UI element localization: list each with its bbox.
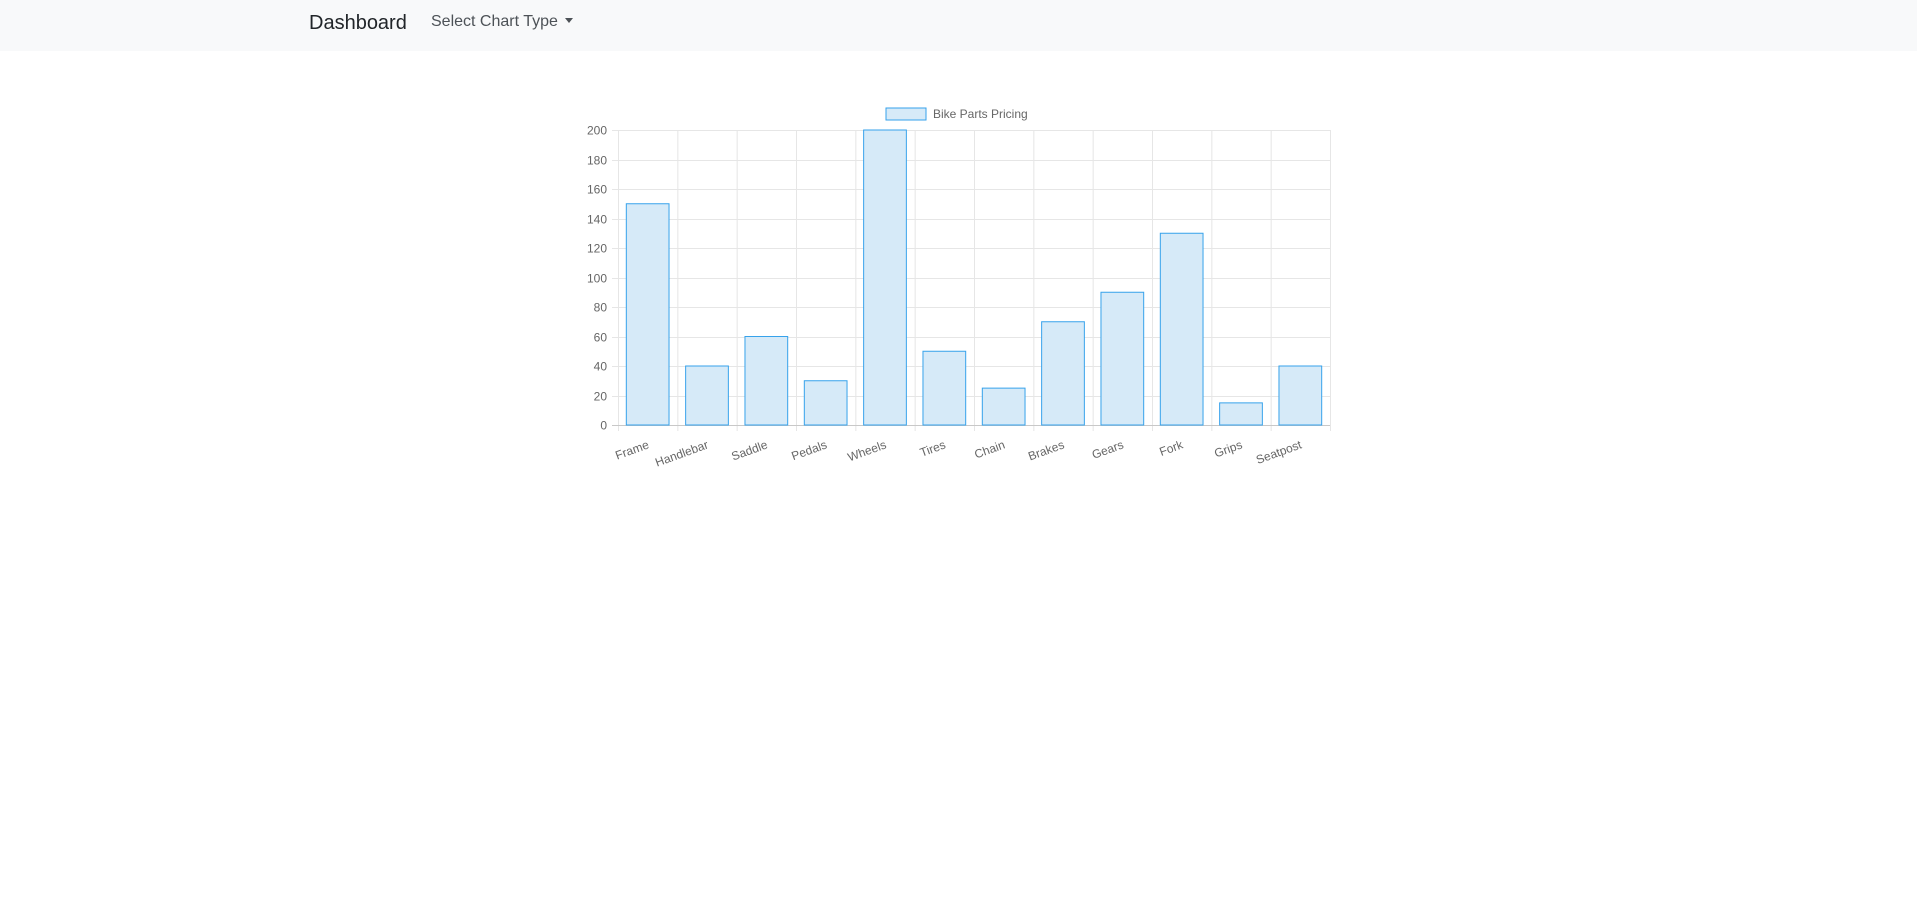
y-tick-label: 140 <box>587 213 607 227</box>
x-tick-label: Seatpost <box>1254 437 1304 467</box>
chart-legend[interactable]: Bike Parts Pricing <box>885 107 1028 121</box>
navbar: Dashboard Select Chart Type <box>0 0 1917 51</box>
brand-dashboard-link[interactable]: Dashboard <box>309 12 407 34</box>
caret-down-icon <box>564 18 573 23</box>
y-tick-label: 20 <box>594 390 608 404</box>
y-tick-label: 120 <box>587 242 607 256</box>
select-chart-type-dropdown[interactable]: Select Chart Type <box>431 11 573 33</box>
bar-seatpost[interactable] <box>1278 365 1323 426</box>
y-tick-label: 40 <box>594 360 608 374</box>
x-tick-label: Wheels <box>846 438 888 465</box>
bar-saddle[interactable] <box>744 336 789 426</box>
y-tick-label: 80 <box>594 301 608 315</box>
y-tick-label: 180 <box>587 154 607 168</box>
x-tick-label: Grips <box>1212 438 1244 461</box>
bar-gears[interactable] <box>1100 291 1145 426</box>
bar-tires[interactable] <box>922 350 967 426</box>
bar-wheels[interactable] <box>863 129 907 426</box>
bar-brakes[interactable] <box>1041 321 1085 426</box>
x-tick-label: Chain <box>973 438 1007 462</box>
bar-fork[interactable] <box>1159 232 1204 426</box>
y-axis-ticks: 0 20 40 60 80 100 120 140 160 180 200 <box>587 124 607 433</box>
legend-swatch <box>885 107 927 121</box>
y-tick-label: 200 <box>587 124 607 138</box>
x-tick-label: Tires <box>918 438 947 460</box>
x-tick-label: Saddle <box>730 437 770 463</box>
bar-pedals[interactable] <box>803 380 848 426</box>
y-tick-label: 0 <box>600 419 607 433</box>
x-tick-label: Frame <box>613 437 651 462</box>
bar-chain[interactable] <box>981 387 1026 426</box>
bar-grips[interactable] <box>1219 402 1263 426</box>
x-tick-label: Brakes <box>1026 438 1066 464</box>
x-tick-label: Handlebar <box>653 438 710 470</box>
x-tick-label: Fork <box>1157 437 1185 459</box>
x-tick-label: Pedals <box>790 438 829 464</box>
x-tick-label: Gears <box>1090 438 1126 462</box>
bar-frame[interactable] <box>625 203 670 426</box>
y-tick-label: 60 <box>594 331 608 345</box>
bar-handlebar[interactable] <box>685 365 729 426</box>
y-tick-label: 160 <box>587 183 607 197</box>
chart-grid <box>612 130 1331 431</box>
legend-label-bike-parts-pricing: Bike Parts Pricing <box>933 107 1028 121</box>
y-tick-label: 100 <box>587 272 607 286</box>
chart-bars <box>625 129 1323 426</box>
x-axis-ticks: Frame Handlebar Saddle Pedals Wheels Tires Cha… <box>613 437 1304 469</box>
dropdown-label: Select Chart Type <box>431 13 558 30</box>
